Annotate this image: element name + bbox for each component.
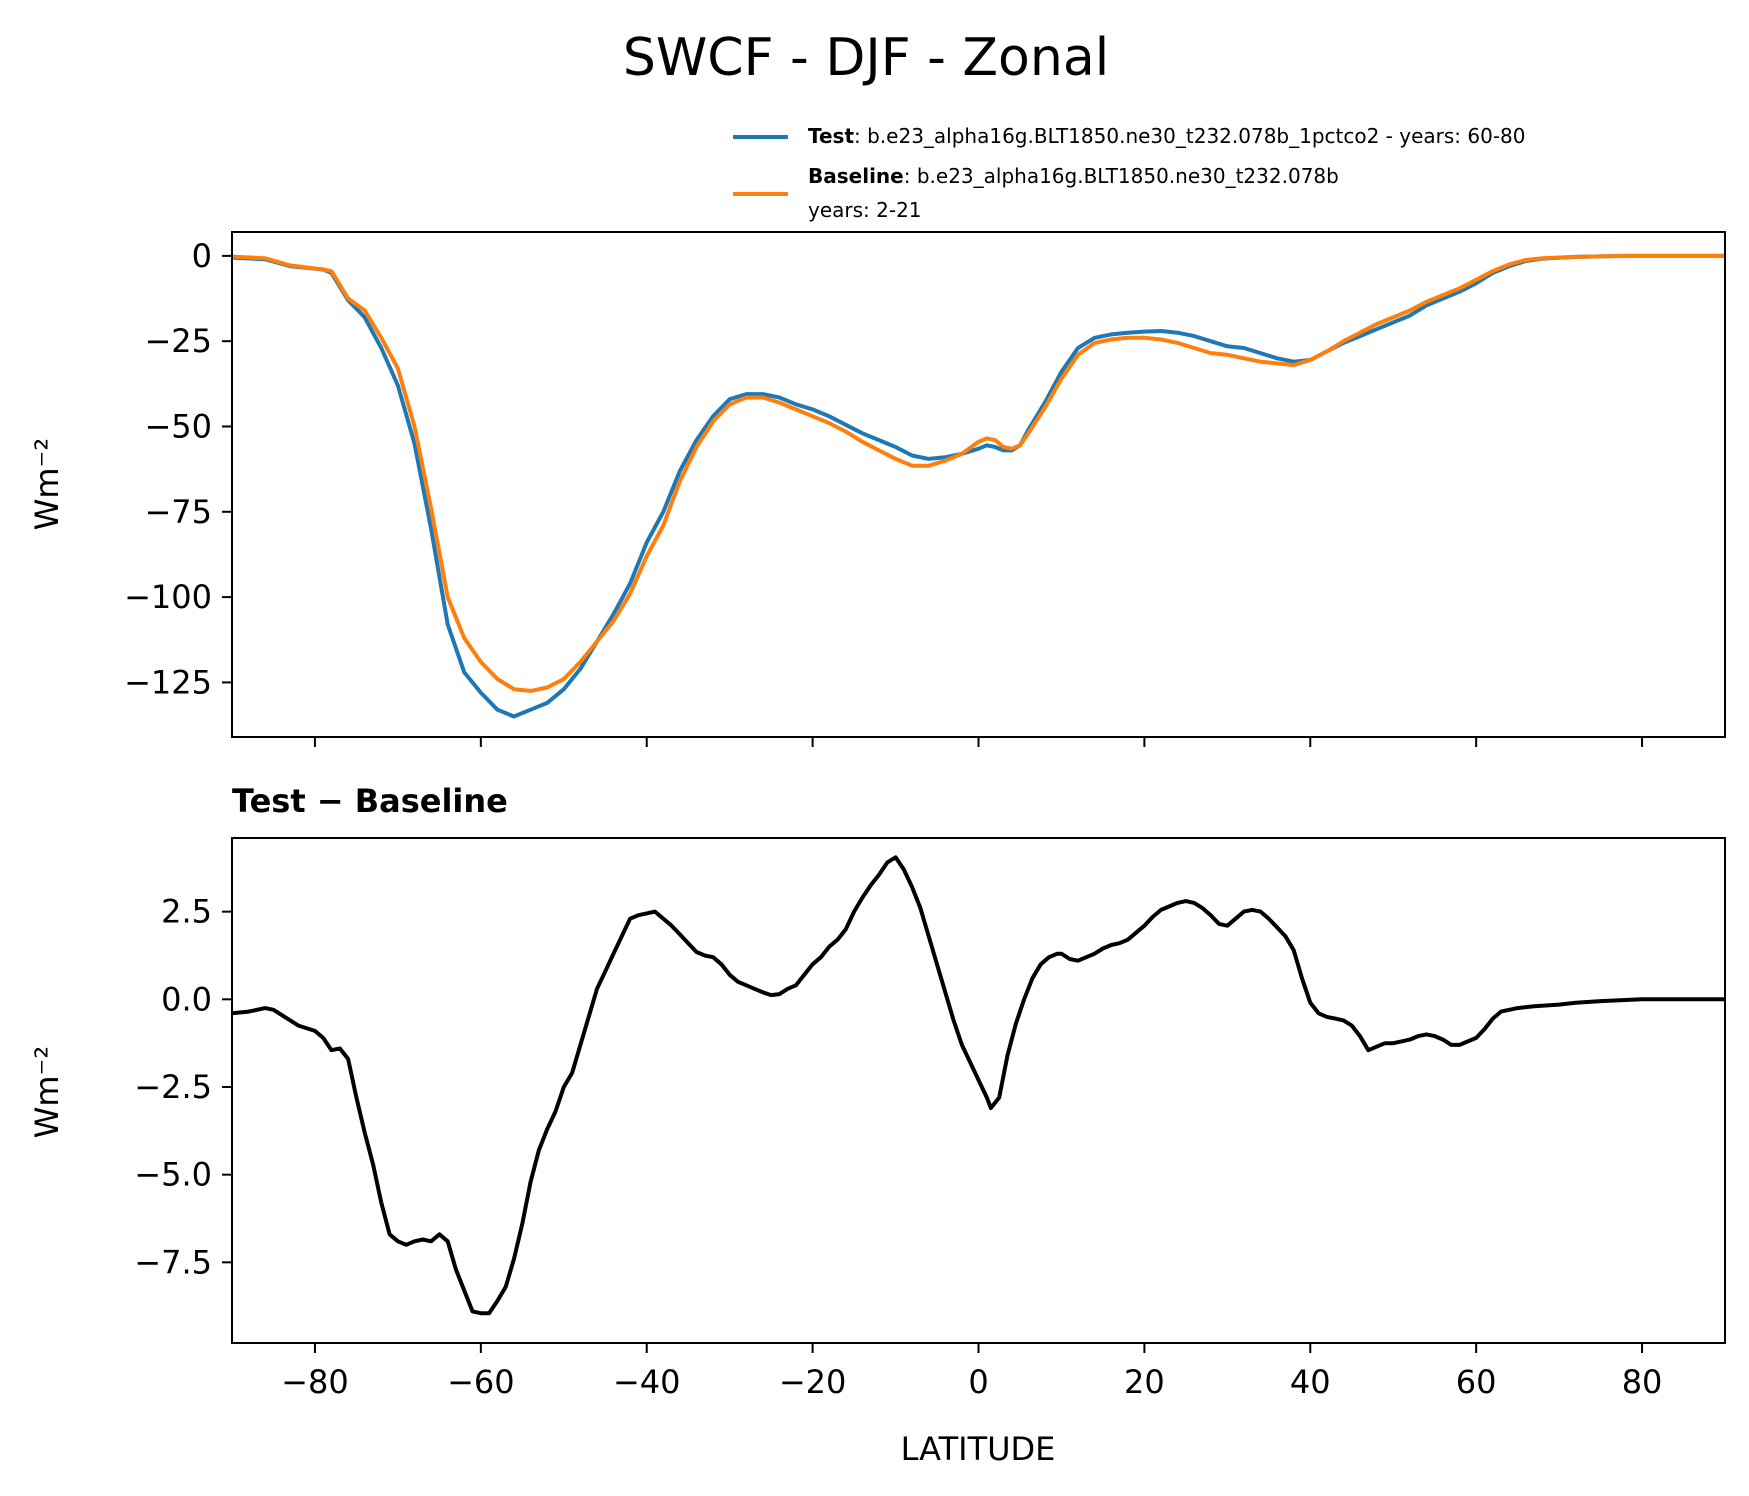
xtick-label: 80 [1622, 1363, 1663, 1401]
legend-label-baseline: Baseline: b.e23_alpha16g.BLT1850.ne30_t2… [808, 164, 1339, 188]
xtick-label: −20 [779, 1363, 847, 1401]
bottom-ytick-label: −5.0 [134, 1156, 212, 1194]
top-ytick-label: −25 [144, 322, 212, 360]
bottom-series-test-baseline [231, 855, 1725, 1316]
top-series-baseline [231, 253, 1725, 693]
top-ytick-label: −50 [144, 407, 212, 445]
top-series-test [231, 253, 1725, 719]
bottom-xticks: −80 −60 −40 −20 0 20 40 60 80 [281, 1343, 1662, 1401]
top-ytick-label: −125 [124, 663, 212, 701]
xtick-label: −40 [613, 1363, 681, 1401]
top-yticks: 0 −25 −50 −75 −100 −125 [124, 237, 232, 701]
chart-title: SWCF - DJF - Zonal [623, 28, 1109, 88]
bottom-ytick-label: 0.0 [161, 980, 212, 1018]
top-series [231, 253, 1725, 719]
top-ytick-label: −75 [144, 493, 212, 531]
xtick-label: −80 [281, 1363, 349, 1401]
xtick-label: 0 [968, 1363, 988, 1401]
legend-baseline-bold: Baseline [808, 164, 904, 188]
legend-baseline-years: years: 2-21 [808, 198, 922, 222]
bottom-ytick-label: −7.5 [134, 1243, 212, 1281]
bottom-series [231, 855, 1725, 1316]
bottom-ylabel: Wm⁻² [28, 1046, 66, 1139]
legend-label-test: Test: b.e23_alpha16g.BLT1850.ne30_t232.0… [808, 124, 1526, 148]
xtick-label: 40 [1290, 1363, 1331, 1401]
xtick-label: −60 [447, 1363, 515, 1401]
legend-test-bold: Test [808, 124, 854, 148]
top-axes-frame [231, 231, 1726, 738]
panel-top: 0 −25 −50 −75 −100 −125 Wm⁻² [28, 231, 1726, 747]
legend-baseline-text: : b.e23_alpha16g.BLT1850.ne30_t232.078b [904, 164, 1339, 188]
legend-test-text: : b.e23_alpha16g.BLT1850.ne30_t232.078b_… [854, 124, 1526, 148]
top-ylabel: Wm⁻² [28, 438, 66, 531]
legend: Test: b.e23_alpha16g.BLT1850.ne30_t232.0… [733, 124, 1526, 222]
bottom-title: Test − Baseline [232, 782, 508, 820]
top-ytick-label: 0 [192, 237, 212, 275]
panel-bottom: Test − Baseline 2.5 0.0 −2.5 −5.0 −7.5 −80 −6… [28, 782, 1726, 1468]
bottom-ytick-label: 2.5 [161, 893, 212, 931]
x-axis-label: LATITUDE [901, 1430, 1056, 1468]
top-ytick-label: −100 [124, 578, 212, 616]
xtick-label: 20 [1124, 1363, 1165, 1401]
top-xticks [313, 737, 1644, 747]
bottom-ytick-label: −2.5 [134, 1068, 212, 1106]
xtick-label: 60 [1456, 1363, 1497, 1401]
bottom-yticks: 2.5 0.0 −2.5 −5.0 −7.5 [134, 893, 232, 1281]
